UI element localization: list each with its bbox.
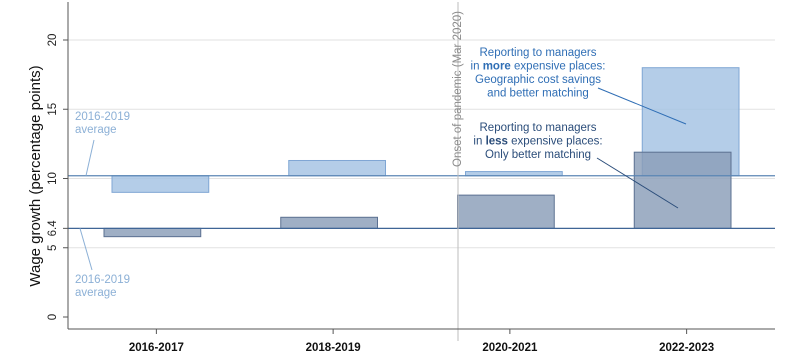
y-tick-label-20: 20: [47, 34, 59, 47]
x-tick-label-2016-2017: 2016-2017: [129, 342, 184, 354]
bar-less-2020-2021: [457, 194, 555, 229]
pandemic-onset-label: Onset of pandemic (Mar 2020): [452, 11, 464, 167]
y-tick-label-6.4: 6.4: [47, 220, 59, 237]
ann-less-line-1: in less expensive places:: [473, 136, 602, 148]
x-tick-label-2018-2019: 2018-2019: [306, 342, 361, 354]
ann-more-line-0: Reporting to managers: [480, 47, 597, 59]
ann-less-line-0: Reporting to managers: [480, 122, 597, 134]
annotation-more-expensive: Reporting to managers in more expensive p…: [471, 47, 687, 125]
ann-more-leader: [597, 87, 687, 125]
bar-more-2020-2021: [465, 171, 563, 177]
bar-less-2016-2017: [103, 227, 202, 238]
ann-less-leader: [596, 157, 679, 209]
bar-more-2018-2019: [288, 159, 386, 177]
bar-less-2018-2019: [280, 216, 378, 229]
x-tick-label-2022-2023: 2022-2023: [659, 342, 714, 354]
y-axis-label: Wage growth (percentage points): [27, 65, 44, 286]
ann-more-line-2: Geographic cost savings: [475, 74, 601, 86]
bars-less-expensive: [103, 151, 732, 238]
y-tick-label-15: 15: [47, 103, 59, 116]
reference-lines: [68, 2, 775, 341]
bar-more-2016-2017: [111, 175, 210, 193]
x-ticks: 2016-2017 2018-2019 2020-2021 2022-2023: [129, 329, 714, 354]
avg-label-upper-line-1: average: [75, 124, 117, 136]
avg-label-lower-leader: [79, 228, 93, 271]
avg-label-lower-line-0: 2016-2019: [75, 274, 130, 286]
y-tick-label-10: 10: [47, 172, 59, 185]
ann-less-line-2: Only better matching: [485, 149, 591, 161]
y-tick-label-0: 0: [47, 314, 59, 320]
y-ticks: 0 5 6.4 10 15 20: [47, 34, 68, 320]
annotation-less-expensive: Reporting to managers in less expensive p…: [473, 122, 679, 209]
y-tick-label-5: 5: [47, 245, 59, 251]
avg-label-lower-line-1: average: [75, 287, 117, 299]
ann-more-line-3: and better matching: [487, 88, 589, 100]
avg-label-upper-line-0: 2016-2019: [75, 111, 130, 123]
ann-more-line-1: in more expensive places:: [471, 61, 606, 73]
bar-less-2022-2023: [633, 151, 732, 229]
x-tick-label-2020-2021: 2020-2021: [482, 342, 538, 354]
avg-label-upper-leader: [85, 139, 95, 176]
axes: [67, 2, 775, 330]
